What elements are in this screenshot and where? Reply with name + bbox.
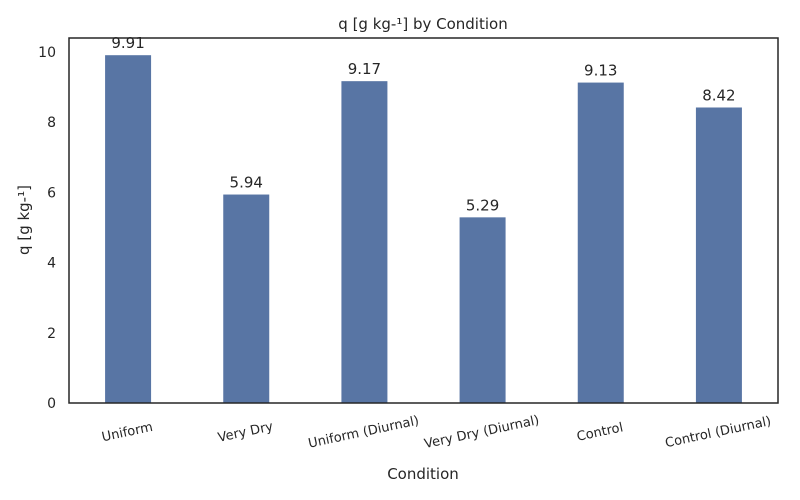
plot-frame [68, 37, 779, 404]
bar-value-label: 9.91 [111, 34, 144, 52]
bar [577, 82, 624, 403]
bar [459, 217, 506, 403]
bar-value-label: 5.29 [466, 196, 499, 214]
bar-value-label: 8.42 [702, 86, 735, 104]
x-axis-label: Condition [387, 465, 459, 483]
x-tick-label: Control (Diurnal) [664, 414, 773, 451]
bars-layer [105, 55, 742, 404]
bar [341, 81, 388, 403]
x-axis: Uniform Very Dry Uniform (Diurnal) Very Dry… [101, 413, 773, 452]
y-tick-label: 6 [47, 185, 56, 201]
x-tick-label: Uniform [101, 420, 155, 445]
chart-title: q [g kg-¹] by Condition [338, 15, 507, 33]
x-tick-label: Very Dry [217, 419, 275, 445]
value-labels-layer: 9.91 5.94 9.17 5.29 9.13 8.42 [111, 34, 735, 214]
bar [105, 55, 152, 404]
y-axis: 0 2 4 6 8 10 [38, 45, 56, 412]
bar-value-label: 9.13 [584, 62, 617, 80]
bar [223, 194, 270, 403]
bar [695, 107, 742, 403]
x-tick-label: Very Dry (Diurnal) [423, 413, 541, 452]
bar-value-label: 5.94 [230, 174, 263, 192]
x-tick-label: Control [575, 420, 624, 444]
y-tick-label: 8 [47, 115, 56, 131]
y-tick-label: 0 [47, 396, 56, 412]
y-tick-label: 10 [38, 45, 56, 61]
y-tick-label: 4 [47, 256, 56, 272]
x-tick-label: Uniform (Diurnal) [307, 414, 420, 452]
y-tick-label: 2 [47, 326, 56, 342]
bar-value-label: 9.17 [348, 60, 381, 78]
y-axis-label: q [g kg-¹] [15, 185, 33, 255]
